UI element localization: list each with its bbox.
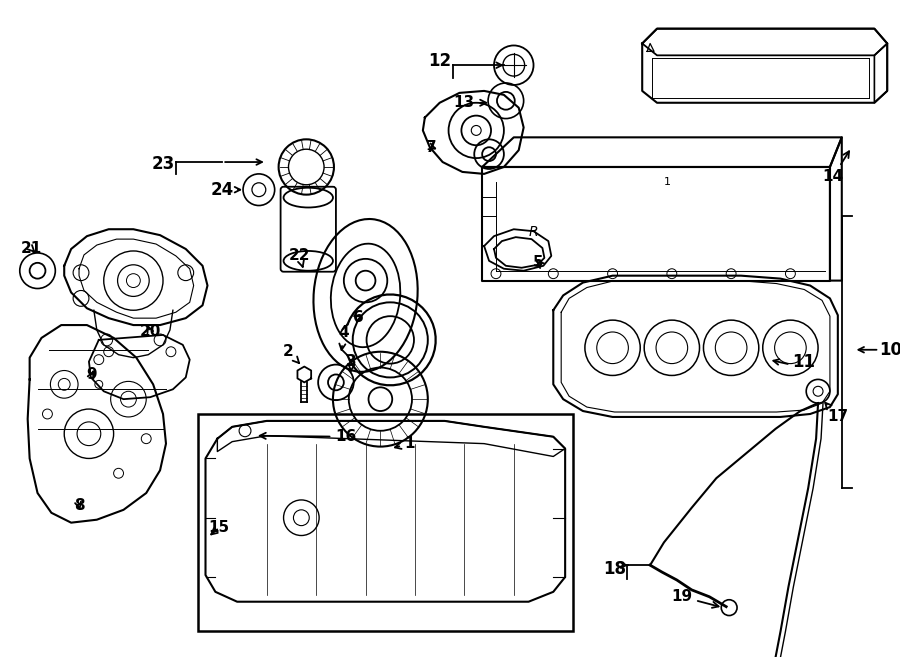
Text: 4: 4 (338, 325, 349, 350)
Text: 7: 7 (427, 139, 437, 155)
Text: 5: 5 (533, 255, 544, 270)
Text: 15: 15 (209, 520, 230, 535)
Text: 23: 23 (151, 155, 175, 173)
Text: 12: 12 (428, 52, 451, 70)
Text: 22: 22 (289, 249, 310, 267)
Text: 3: 3 (346, 354, 357, 372)
Text: 20: 20 (140, 325, 161, 340)
Text: 13: 13 (454, 95, 486, 110)
Text: 17: 17 (825, 403, 849, 424)
Text: 24: 24 (211, 180, 234, 199)
Text: 2: 2 (284, 344, 299, 363)
Text: 6: 6 (354, 309, 364, 325)
Text: 9: 9 (86, 367, 97, 382)
Text: 18: 18 (603, 560, 626, 578)
Text: 1: 1 (395, 436, 415, 451)
Text: R: R (528, 225, 538, 239)
Text: 11: 11 (792, 352, 814, 371)
Text: 14: 14 (823, 151, 849, 184)
Text: 8: 8 (74, 498, 85, 514)
Text: 21: 21 (21, 241, 42, 256)
Text: 10: 10 (879, 341, 900, 359)
Bar (198, 414, 573, 631)
Text: 1: 1 (664, 176, 670, 187)
Text: 19: 19 (671, 589, 718, 608)
Text: 16: 16 (260, 429, 356, 444)
